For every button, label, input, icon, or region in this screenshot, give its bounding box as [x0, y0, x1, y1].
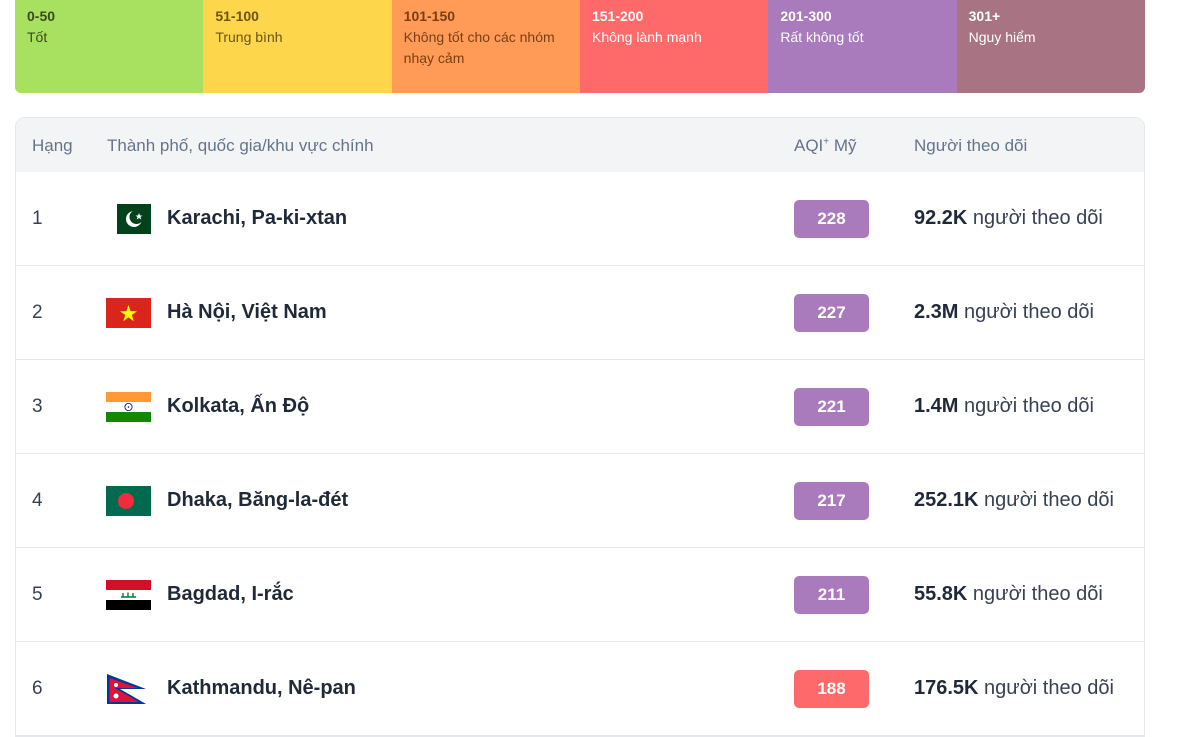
follower-count: 252.1K: [914, 489, 979, 511]
header-city[interactable]: Thành phố, quốc gia/khu vực chính: [107, 136, 374, 155]
row-rank: 4: [32, 490, 43, 511]
row-aqi-badge: 221: [794, 388, 869, 426]
vietnam-flag-icon: [106, 298, 151, 328]
legend-range: 151-200: [591, 8, 644, 24]
legend-label: Rất không tốt: [780, 29, 864, 45]
pakistan-flag-icon: [106, 204, 151, 234]
follower-count: 92.2K: [914, 207, 968, 229]
legend-sensitive: 101-150 Không tốt cho các nhóm nhạy cảm: [391, 0, 580, 93]
table-header: Hạng Thành phố, quốc gia/khu vực chính A…: [16, 118, 1144, 172]
header-aqi-sup: +: [823, 136, 830, 148]
follower-suffix: người theo dõi: [978, 677, 1114, 699]
nepal-flag-icon: [106, 674, 151, 704]
iraq-flag-icon: [106, 580, 151, 610]
row-city-link[interactable]: Hà Nội, Việt Nam: [167, 301, 327, 323]
row-followers: 55.8K người theo dõi: [914, 583, 1103, 606]
legend-range: 101-150: [403, 8, 456, 24]
bangladesh-flag-icon: [106, 486, 151, 516]
india-flag-icon: [106, 392, 151, 422]
table-row[interactable]: 6 Kathmandu, Nê-pan 188 176.5K người the…: [16, 642, 1144, 736]
row-aqi-badge: 217: [794, 482, 869, 520]
follower-suffix: người theo dõi: [978, 489, 1114, 511]
legend-label: Không lành mạnh: [591, 29, 702, 45]
table-row[interactable]: 1 Karachi, Pa-ki-xtan 228 92.2K người th…: [16, 172, 1144, 266]
row-aqi-badge: 188: [794, 670, 869, 708]
follower-count: 2.3M: [914, 301, 959, 323]
legend-unhealthy: 151-200 Không lành mạnh: [579, 0, 769, 93]
row-followers: 1.4M người theo dõi: [914, 395, 1094, 418]
header-rank[interactable]: Hạng: [32, 136, 73, 155]
row-aqi-badge: 227: [794, 294, 869, 332]
row-followers: 92.2K người theo dõi: [914, 207, 1103, 230]
row-aqi-badge: 211: [794, 576, 869, 614]
table-row[interactable]: 4 Dhaka, Băng-la-đét 217 252.1K người th…: [16, 454, 1144, 548]
row-aqi-badge: 228: [794, 200, 869, 238]
header-aqi[interactable]: AQI+ Mỹ: [794, 136, 857, 156]
city-ranking-table: Hạng Thành phố, quốc gia/khu vực chính A…: [15, 117, 1145, 737]
row-city-link[interactable]: Dhaka, Băng-la-đét: [167, 489, 349, 511]
follower-count: 55.8K: [914, 583, 968, 605]
follower-count: 1.4M: [914, 395, 959, 417]
legend-hazardous: 301+ Nguy hiểm: [956, 0, 1145, 93]
row-followers: 2.3M người theo dõi: [914, 301, 1094, 324]
legend-range: 201-300: [780, 8, 832, 24]
row-rank: 5: [32, 584, 43, 605]
table-row[interactable]: 3 Kolkata, Ấn Độ 221 1.4M người theo dõi: [16, 360, 1144, 454]
table-row[interactable]: 5 Bagdad, I-rắc 211 55.8K người theo dõi: [16, 548, 1144, 642]
legend-range: 51-100: [215, 8, 259, 24]
legend-label: Nguy hiểm: [968, 29, 1036, 45]
header-aqi-suffix: Mỹ: [829, 136, 857, 155]
table-row[interactable]: 2 Hà Nội, Việt Nam 227 2.3M người theo d…: [16, 266, 1144, 360]
legend-label: Không tốt cho các nhóm nhạy cảm: [403, 29, 555, 66]
follower-suffix: người theo dõi: [958, 395, 1094, 417]
row-city-link[interactable]: Karachi, Pa-ki-xtan: [167, 207, 348, 229]
follower-suffix: người theo dõi: [958, 301, 1094, 323]
legend-label: Tốt: [27, 29, 48, 45]
header-followers[interactable]: Người theo dõi: [914, 136, 1028, 155]
legend-very-unhealthy: 201-300 Rất không tốt: [768, 0, 957, 93]
row-rank: 1: [32, 208, 43, 229]
row-city-link[interactable]: Bagdad, I-rắc: [167, 583, 294, 605]
row-city-link[interactable]: Kolkata, Ấn Độ: [167, 395, 310, 417]
legend-range: 0-50: [27, 8, 56, 24]
row-rank: 6: [32, 678, 43, 699]
follower-count: 176.5K: [914, 677, 979, 699]
row-rank: 2: [32, 302, 43, 323]
row-rank: 3: [32, 396, 43, 417]
row-followers: 176.5K người theo dõi: [914, 677, 1114, 700]
aqi-legend: 0-50 Tốt 51-100 Trung bình 101-150 Không…: [15, 0, 1145, 93]
header-aqi-text: AQI: [794, 136, 824, 155]
row-followers: 252.1K người theo dõi: [914, 489, 1114, 512]
follower-suffix: người theo dõi: [967, 207, 1103, 229]
legend-good: 0-50 Tốt: [15, 0, 204, 93]
legend-moderate: 51-100 Trung bình: [203, 0, 392, 93]
follower-suffix: người theo dõi: [967, 583, 1103, 605]
row-city-link[interactable]: Kathmandu, Nê-pan: [167, 677, 356, 699]
legend-label: Trung bình: [215, 29, 283, 45]
legend-range: 301+: [968, 8, 1001, 24]
